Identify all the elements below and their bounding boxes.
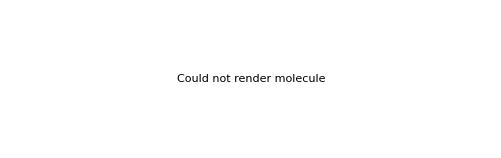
Text: Could not render molecule: Could not render molecule bbox=[176, 74, 325, 84]
